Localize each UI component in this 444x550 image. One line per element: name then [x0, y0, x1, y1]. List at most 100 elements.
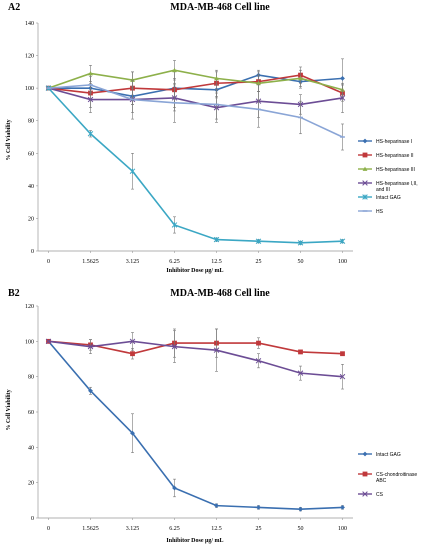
x-tick-label: 12.5	[211, 259, 222, 265]
y-tick-label: 40	[28, 184, 34, 190]
series-line	[47, 340, 343, 510]
x-tick-label: 100	[338, 526, 347, 532]
legend-entry: Intact GAG	[358, 194, 401, 201]
x-tick-label: 25	[256, 526, 262, 532]
y-tick-label: 60	[28, 410, 34, 416]
chart-title-a2: MDA-MB-468 Cell line	[170, 2, 270, 13]
data-point	[298, 349, 303, 355]
legend-label: HS-heparinase I	[376, 139, 412, 145]
panel-label-b2: B2	[8, 288, 20, 299]
x-axis-label-b2: Inhibitor Dose μg/ mL	[166, 538, 223, 544]
series-line	[48, 87, 343, 109]
data-point	[255, 238, 262, 244]
data-point	[87, 343, 94, 350]
data-point	[87, 130, 94, 137]
legend-label: Intact GAG	[376, 452, 401, 458]
data-point	[339, 95, 346, 101]
x-tick-label: 100	[338, 259, 347, 265]
legend-marker	[362, 138, 368, 144]
y-tick-label: 40	[28, 445, 34, 451]
data-point	[214, 75, 219, 81]
data-point	[297, 240, 304, 246]
data-point	[171, 222, 178, 228]
y-tick-label: 80	[28, 119, 34, 125]
x-tick-label: 3.125	[126, 259, 140, 265]
data-point	[255, 358, 262, 364]
series-line	[48, 74, 343, 98]
data-point	[298, 506, 303, 512]
legend-label: Intact GAG	[376, 195, 401, 201]
series-line	[48, 74, 343, 94]
series-line	[48, 340, 343, 378]
y-tick-label: 120	[25, 304, 34, 310]
legend-entry: CS	[358, 491, 384, 498]
x-tick-label: 0	[47, 259, 50, 265]
y-tick-label: 0	[31, 516, 34, 522]
y-tick-label: 80	[28, 375, 34, 381]
legend-marker	[362, 166, 368, 171]
x-tick-label: 50	[298, 259, 304, 265]
chart-panel-b2: B2 MDA-MB-468 Cell line % Cell Viability…	[6, 288, 417, 544]
data-point	[340, 351, 345, 357]
legend-label: HS-heparinase II	[376, 153, 414, 159]
chart-panel-a2: A2 MDA-MB-468 Cell line % Cell Viability…	[6, 2, 418, 274]
chart-title-b2: MDA-MB-468 Cell line	[170, 288, 270, 299]
legend-entry: HS-heparinase I,II, and III	[358, 180, 418, 193]
data-point	[130, 430, 135, 436]
data-point	[171, 343, 178, 350]
legend-entry: HS-heparinase II	[358, 152, 414, 159]
data-point	[340, 75, 345, 81]
legend-marker	[362, 180, 368, 186]
y-tick-label: 100	[25, 86, 34, 92]
legend-entry: HS-heparinase I	[358, 138, 412, 145]
data-point	[129, 338, 136, 345]
legend-marker	[362, 194, 368, 200]
data-point	[298, 75, 303, 81]
data-point	[88, 388, 93, 394]
y-tick-label: 100	[25, 339, 34, 345]
x-tick-label: 3.125	[126, 526, 140, 532]
data-point	[339, 373, 346, 380]
legend-entry: HS	[358, 209, 384, 215]
data-point	[88, 71, 93, 76]
legend-label: CS	[376, 492, 384, 498]
series-hs	[46, 76, 345, 151]
legend-entry: Intact GAG	[358, 451, 401, 458]
legend-label: HS	[376, 209, 384, 215]
legend-marker	[362, 471, 368, 477]
data-point	[256, 80, 261, 86]
data-point	[214, 503, 219, 509]
x-tick-label: 6.25	[169, 259, 180, 265]
legend-marker	[362, 491, 368, 497]
data-point	[172, 67, 177, 73]
y-tick-label: 20	[28, 216, 34, 222]
data-point	[172, 485, 177, 491]
data-point	[340, 505, 345, 510]
legend-label: HS-heparinase III	[376, 167, 415, 173]
data-point	[256, 505, 261, 510]
series-line	[47, 87, 343, 244]
y-axis-label-a2: % Cell Viability	[6, 119, 12, 160]
data-point	[87, 96, 94, 103]
x-tick-label: 1.5625	[82, 259, 99, 265]
legend-label: CS-chondroitinase ABC	[376, 472, 417, 484]
y-tick-label: 60	[28, 151, 34, 157]
data-point	[45, 338, 52, 345]
series-line	[48, 69, 343, 91]
legend-entry: HS-heparinase III	[358, 166, 415, 173]
data-point	[213, 347, 220, 353]
data-point	[129, 168, 136, 174]
series-intact-gag	[46, 338, 345, 512]
legend-marker	[362, 152, 368, 158]
data-point	[213, 236, 220, 243]
x-tick-label: 1.5625	[82, 526, 99, 532]
data-point	[339, 238, 346, 244]
data-point	[130, 351, 135, 357]
x-tick-label: 25	[256, 259, 262, 265]
y-axis-label-b2: % Cell Viability	[6, 389, 12, 430]
x-tick-label: 12.5	[211, 526, 222, 532]
series-cs	[45, 328, 346, 390]
legend-marker	[362, 451, 368, 457]
series-cs-chondroitinase-abc	[46, 328, 345, 360]
legend-label: HS-heparinase I,II, and III	[376, 181, 418, 193]
